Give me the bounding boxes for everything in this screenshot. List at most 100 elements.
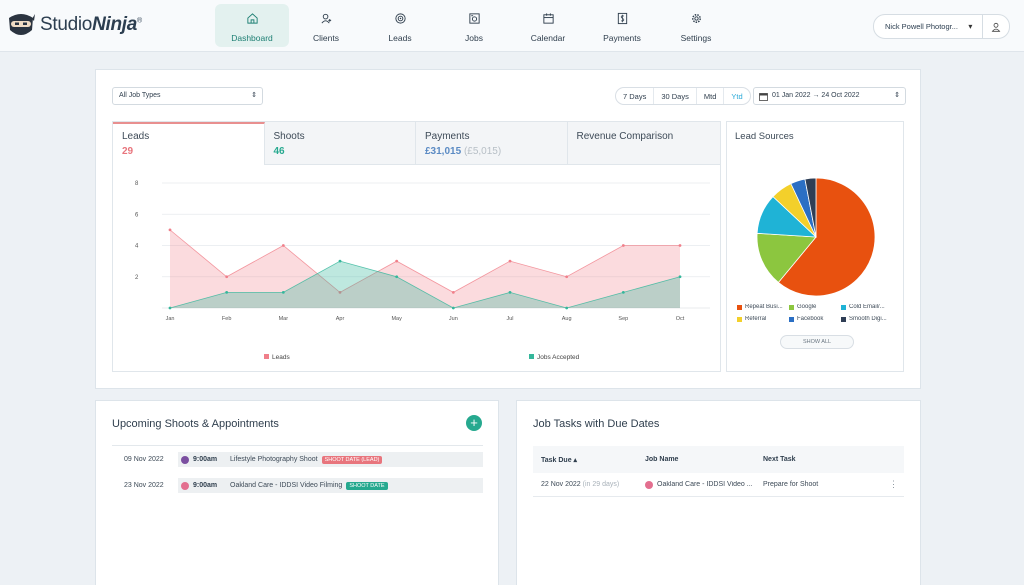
legend-item[interactable]: Facebook xyxy=(789,316,841,322)
range-mtd-button[interactable]: Mtd xyxy=(697,88,725,104)
column-task-due[interactable]: Task Due ▴ xyxy=(541,456,578,464)
target-icon xyxy=(394,13,406,24)
studio-ninja-logo[interactable]: StudioNinja® xyxy=(6,10,142,40)
nav-label: Settings xyxy=(680,33,712,43)
tab-shoots[interactable]: Shoots 46 xyxy=(264,122,416,165)
nav-payments[interactable]: Payments xyxy=(585,4,659,47)
data-point xyxy=(225,290,229,294)
legend-swatch xyxy=(737,316,742,322)
tab-payments[interactable]: Payments £31,015 (£5,015) xyxy=(416,122,568,165)
appointment-date: 09 Nov 2022 xyxy=(124,456,164,463)
x-tick-label: Jul xyxy=(506,316,513,322)
legend-label: Cold Email/... xyxy=(849,304,885,310)
data-point xyxy=(621,290,625,294)
legend-item[interactable]: Repeat Busi... xyxy=(737,304,789,310)
data-point xyxy=(168,228,172,232)
legend-item[interactable]: Google xyxy=(789,304,841,310)
range-30-days-button[interactable]: 30 Days xyxy=(654,88,697,104)
shoot-date-badge: SHOOT DATE (LEAD) xyxy=(321,455,383,464)
user-profile-icon[interactable] xyxy=(983,22,1009,32)
legend-swatch xyxy=(264,354,269,359)
main-nav: Dashboard Clients Leads Jobs Calendar Pa… xyxy=(215,4,733,47)
next-task-cell: Prepare for Shoot xyxy=(763,481,819,488)
table-header: Task Due ▴ Job Name Next Task xyxy=(533,446,904,473)
appointment-details[interactable]: 9:00am Oakland Care - IDDSI Video Filmin… xyxy=(178,478,483,493)
column-job-name[interactable]: Job Name xyxy=(645,456,679,463)
table-row[interactable]: 22 Nov 2022 (in 29 days) Oakland Care - … xyxy=(533,473,904,497)
divider xyxy=(982,14,984,39)
nav-leads[interactable]: Leads xyxy=(363,4,437,47)
x-tick-label: Mar xyxy=(279,316,289,322)
data-point xyxy=(225,275,229,279)
job-name: Oakland Care - IDDSI Video ... xyxy=(657,481,753,488)
account-name: Nick Powell Photogr... xyxy=(885,22,958,31)
x-tick-label: Jan xyxy=(166,316,175,322)
task-due-cell: 22 Nov 2022 (in 29 days) xyxy=(533,481,645,488)
job-name-cell[interactable]: Oakland Care - IDDSI Video ... xyxy=(645,480,763,489)
add-appointment-button[interactable]: + xyxy=(466,415,482,431)
calendar-icon xyxy=(542,13,554,24)
job-tasks-table: Task Due ▴ Job Name Next Task 22 Nov 202… xyxy=(533,446,904,497)
tab-value: 29 xyxy=(122,146,134,157)
dashboard-overview-card: All Job Types ⇕ 7 Days 30 Days Mtd Ytd 0… xyxy=(95,69,921,389)
lead-sources-panel: Lead Sources Repeat Busi... Google Cold Em… xyxy=(726,121,904,372)
ninja-logo-icon xyxy=(6,10,36,40)
tab-leads[interactable]: Leads 29 xyxy=(113,122,265,165)
select-arrows-icon: ⇕ xyxy=(251,92,257,99)
status-dot xyxy=(645,480,653,489)
nav-settings[interactable]: Settings xyxy=(659,4,733,47)
select-arrows-icon: ⇕ xyxy=(894,92,900,99)
pie-slice[interactable] xyxy=(756,232,817,284)
data-point xyxy=(621,244,625,247)
series-line-leads xyxy=(169,229,680,293)
tab-revenue-comparison[interactable]: Revenue Comparison xyxy=(567,122,720,165)
pie-slice[interactable] xyxy=(777,177,876,297)
legend-item[interactable]: Referral xyxy=(737,316,789,322)
nav-dashboard[interactable]: Dashboard xyxy=(215,4,289,47)
camera-icon xyxy=(468,13,480,24)
nav-label: Leads xyxy=(388,33,412,43)
appointment-name: Lifestyle Photography Shoot xyxy=(230,456,318,463)
range-7-days-button[interactable]: 7 Days xyxy=(616,88,655,104)
column-next-task[interactable]: Next Task xyxy=(763,456,796,463)
job-type-select[interactable]: All Job Types ⇕ xyxy=(112,87,263,105)
appointment-details[interactable]: 9:00am Lifestyle Photography Shoot SHOOT… xyxy=(178,452,483,467)
lead-sources-title: Lead Sources xyxy=(735,131,794,142)
home-icon xyxy=(246,13,258,24)
more-options-icon[interactable]: ⋮ xyxy=(889,479,898,489)
lead-sources-pie-chart xyxy=(756,177,876,297)
account-menu-button[interactable]: Nick Powell Photogr... ▾ xyxy=(873,14,1010,39)
show-all-button[interactable]: SHOW ALL xyxy=(780,335,854,349)
calendar-icon xyxy=(759,93,768,101)
data-point xyxy=(168,306,172,310)
payments-outstanding: (£5,015) xyxy=(463,146,502,157)
appointment-item[interactable]: 23 Nov 2022 9:00am Oakland Care - IDDSI … xyxy=(112,478,483,493)
payments-amount: £31,015 xyxy=(425,146,462,157)
data-point xyxy=(451,306,455,310)
x-tick-label: Oct xyxy=(676,316,685,322)
appointment-time: 9:00am xyxy=(193,456,218,463)
metrics-chart-panel: Leads 29 Shoots 46 Payments £31,015 (£5,… xyxy=(112,121,721,372)
y-tick-label: 8 xyxy=(135,181,139,187)
legend-swatch xyxy=(789,316,794,322)
nav-label: Payments xyxy=(603,33,641,43)
legend-swatch xyxy=(841,304,846,310)
clients-icon xyxy=(320,13,331,24)
pie-slice[interactable] xyxy=(804,177,817,238)
data-point xyxy=(508,290,512,294)
y-tick-label: 6 xyxy=(135,212,139,218)
legend-item[interactable]: Cold Email/... xyxy=(841,304,893,310)
date-range-picker[interactable]: 01 Jan 2022 → 24 Oct 2022 ⇕ xyxy=(753,87,906,105)
card-title: Job Tasks with Due Dates xyxy=(533,418,660,430)
task-due-relative: (in 29 days) xyxy=(582,481,620,488)
legend-item[interactable]: Smooth Digi... xyxy=(841,316,893,322)
range-ytd-button[interactable]: Ytd xyxy=(731,92,743,101)
legend-label: Repeat Busi... xyxy=(745,304,783,310)
nav-jobs[interactable]: Jobs xyxy=(437,4,511,47)
tab-value: 46 xyxy=(273,146,285,157)
appointment-item[interactable]: 09 Nov 2022 9:00am Lifestyle Photography… xyxy=(112,452,483,467)
nav-clients[interactable]: Clients xyxy=(289,4,363,47)
data-point xyxy=(338,259,342,263)
nav-calendar[interactable]: Calendar xyxy=(511,4,585,47)
legend-swatch xyxy=(737,304,742,310)
